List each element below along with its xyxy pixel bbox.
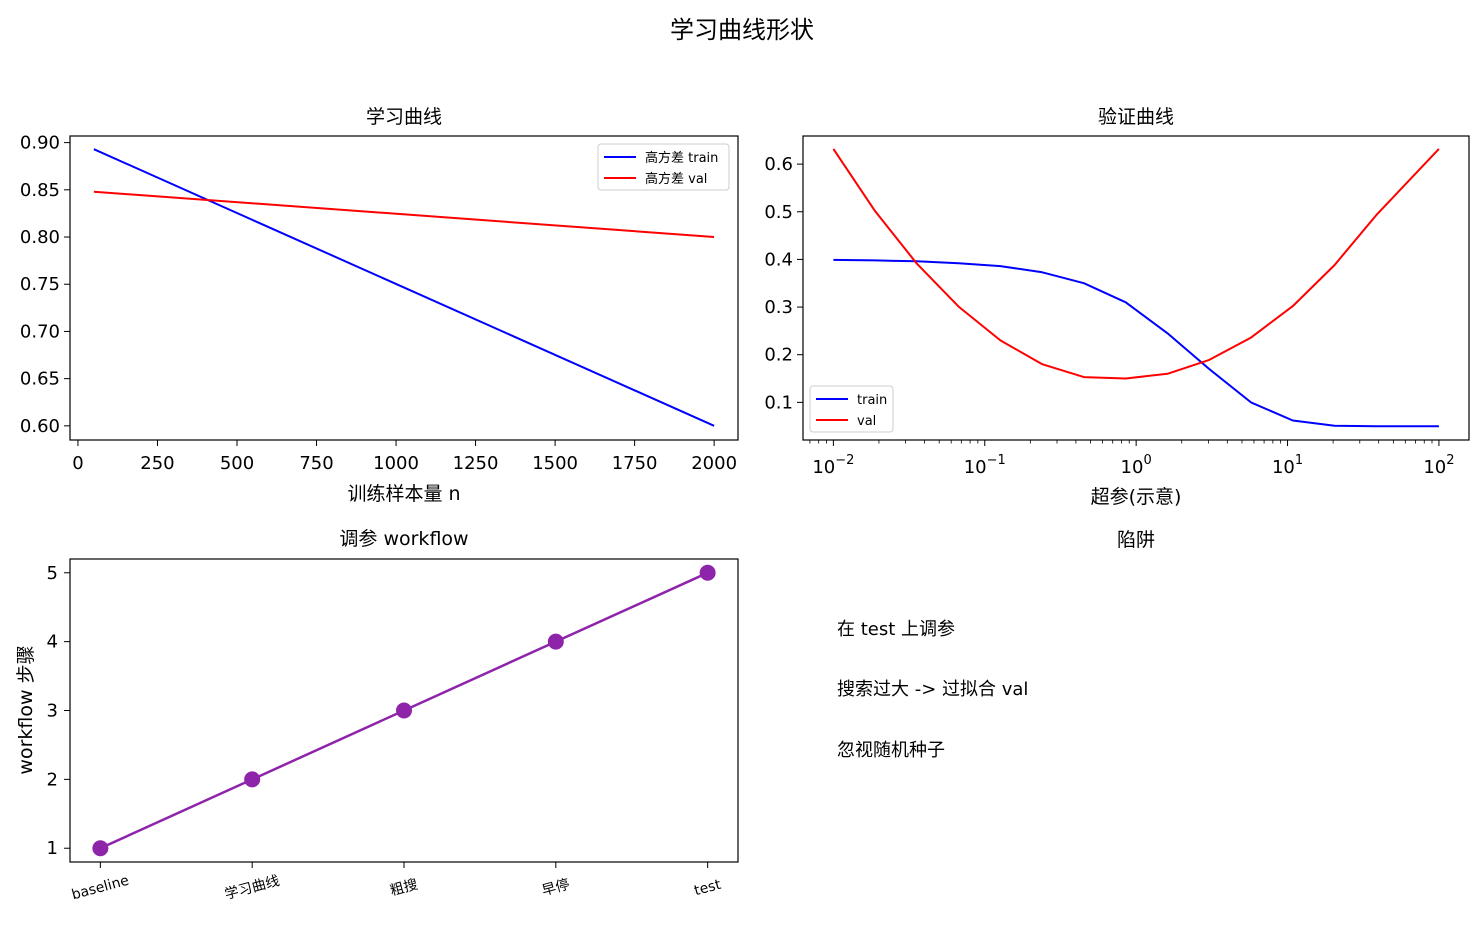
validation-curve-title: 验证曲线 bbox=[1098, 106, 1174, 128]
train-line bbox=[93, 148, 715, 427]
y-tick-label: 2 bbox=[47, 769, 58, 790]
x-tick-label: 1500 bbox=[532, 453, 578, 474]
y-tick-label: 0.70 bbox=[20, 321, 60, 342]
workflow-marker bbox=[547, 633, 564, 650]
validation-curve-panel: 验证曲线 10−2 10−1 100 101 1020.10.20.30.40.50.6… bbox=[764, 106, 1470, 508]
validation-curve-plot-area bbox=[802, 135, 1470, 441]
y-tick-label: 3 bbox=[47, 701, 58, 722]
workflow-title: 调参 workflow bbox=[339, 528, 468, 550]
y-tick-label: 4 bbox=[47, 632, 58, 653]
x-tick-label: 10−1 bbox=[964, 453, 1006, 478]
x-tick-label: 101 bbox=[1272, 453, 1303, 478]
workflow-marker bbox=[244, 771, 261, 788]
y-tick-label: 0.80 bbox=[20, 227, 60, 248]
x-tick-label: 1000 bbox=[373, 453, 419, 474]
x-tick-label: 10−2 bbox=[812, 453, 854, 478]
workflow-marker bbox=[699, 564, 716, 581]
learning-curve-legend: 高方差 train 高方差 val bbox=[597, 143, 730, 191]
x-tick-label: 1250 bbox=[453, 453, 499, 474]
x-tick-label: 100 bbox=[1121, 453, 1152, 478]
x-tick-label: 750 bbox=[299, 453, 333, 474]
workflow-panel: 调参 workflow baseline 学习曲线 粗搜 早停 test 1 2 3 4 5 wo… bbox=[15, 528, 739, 904]
workflow-marker bbox=[396, 702, 412, 719]
train-curve bbox=[833, 258, 1439, 428]
learning-curve-plot-area bbox=[69, 135, 739, 441]
legend-label-val: val bbox=[857, 414, 876, 429]
x-tick-label: 500 bbox=[220, 453, 254, 474]
x-tick-label-base: 10 bbox=[1121, 457, 1144, 478]
workflow-marker bbox=[92, 840, 109, 857]
y-tick-label: 0.60 bbox=[20, 416, 60, 437]
x-tick-label: test bbox=[693, 877, 724, 900]
x-tick-label-base: 10 bbox=[1272, 457, 1295, 478]
y-tick-label: 0.5 bbox=[764, 202, 793, 223]
x-tick-label-exponent: 2 bbox=[1446, 453, 1454, 468]
x-tick-label: 102 bbox=[1423, 453, 1454, 478]
x-tick-label: 0 bbox=[72, 453, 83, 474]
x-tick-label: 粗搜 bbox=[388, 877, 419, 900]
y-tick-label: 0.3 bbox=[764, 297, 793, 318]
val-line bbox=[93, 190, 715, 238]
x-tick-label: 250 bbox=[140, 453, 174, 474]
x-tick-label-base: 10 bbox=[1423, 457, 1446, 478]
val-curve bbox=[832, 148, 1440, 380]
pitfall-item: 忽视随机种子 bbox=[837, 740, 945, 761]
y-tick-label: 5 bbox=[47, 563, 58, 584]
learning-curve-title: 学习曲线 bbox=[366, 106, 442, 128]
learning-curve-xlabel: 训练样本量 n bbox=[347, 483, 460, 505]
legend-label-val: 高方差 val bbox=[645, 171, 707, 187]
y-tick-label: 0.85 bbox=[20, 180, 60, 201]
legend-label-train: 高方差 train bbox=[645, 150, 718, 166]
pitfalls-panel: 陷阱 在 test 上调参 搜索过大 -> 过拟合 val 忽视随机种子 bbox=[837, 529, 1155, 761]
validation-curve-legend: train val bbox=[809, 385, 894, 433]
y-tick-label: 0.1 bbox=[764, 392, 793, 413]
x-tick-label-exponent: 1 bbox=[1295, 453, 1303, 468]
x-tick-label: 学习曲线 bbox=[223, 873, 281, 903]
x-tick-label: 1750 bbox=[612, 453, 658, 474]
y-tick-label: 0.75 bbox=[20, 274, 60, 295]
x-tick-label-exponent: −1 bbox=[987, 453, 1006, 468]
y-tick-label: 1 bbox=[47, 838, 58, 859]
x-tick-label-base: 10 bbox=[964, 457, 987, 478]
pitfall-item: 搜索过大 -> 过拟合 val bbox=[837, 679, 1028, 700]
x-tick-label-exponent: 0 bbox=[1143, 453, 1151, 468]
y-tick-label: 0.90 bbox=[20, 133, 60, 154]
learning-curve-panel: 学习曲线 0 250 500 750 1000 1250 1500 1750 2000 0.60 0… bbox=[20, 106, 739, 505]
y-tick-label: 0.6 bbox=[764, 154, 793, 175]
pitfalls-title: 陷阱 bbox=[1117, 529, 1155, 551]
x-tick-label: 早停 bbox=[540, 876, 571, 900]
x-tick-label-base: 10 bbox=[812, 457, 835, 478]
workflow-ylabel: workflow 步骤 bbox=[15, 645, 37, 774]
x-tick-label: baseline bbox=[70, 873, 131, 904]
y-tick-label: 0.2 bbox=[764, 345, 793, 366]
y-tick-label: 0.4 bbox=[764, 249, 793, 270]
legend-label-train: train bbox=[857, 393, 887, 408]
y-tick-label: 0.65 bbox=[20, 369, 60, 390]
x-tick-label-exponent: −2 bbox=[835, 453, 854, 468]
x-tick-label: 2000 bbox=[691, 453, 737, 474]
figure-title: 学习曲线形状 bbox=[670, 16, 814, 44]
validation-curve-xlabel: 超参(示意) bbox=[1091, 486, 1182, 508]
pitfall-item: 在 test 上调参 bbox=[837, 619, 955, 640]
